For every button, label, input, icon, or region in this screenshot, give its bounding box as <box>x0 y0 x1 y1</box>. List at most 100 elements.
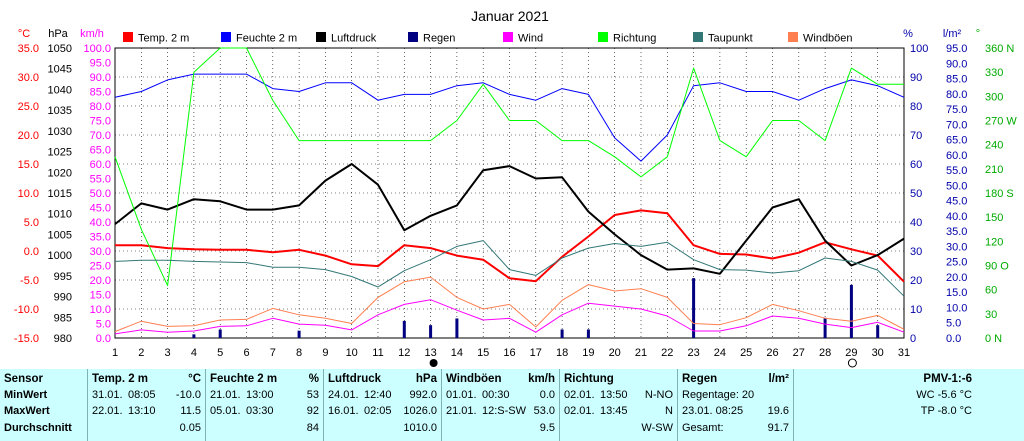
stats-rain-title: Regen <box>682 373 718 385</box>
stats-pressure-max-time: 02:05 <box>364 405 392 417</box>
wind-tick-label: 90.0 <box>90 72 111 84</box>
rain-tick-label: 55.0 <box>946 165 967 177</box>
stats-gust-avg-value: 9.5 <box>539 422 555 434</box>
stats-temp-max-time: 13:10 <box>128 405 156 417</box>
legend-label: Wind <box>518 33 543 45</box>
pressure-tick-label: 1045 <box>48 64 72 76</box>
rain-bar <box>297 330 301 338</box>
stats-gust-max-date: 21.01. <box>446 405 477 417</box>
stats-rain-total-label: Gesamt: <box>682 422 724 434</box>
humidity-tick-label: 70 <box>910 130 922 142</box>
stats-gust-column: Windböen km/h 01.01. 00:30 0.0 21.01. 12:S-S… <box>442 369 560 441</box>
stats-pressure-min-time: 12:40 <box>364 389 392 401</box>
x-tick-label: 17 <box>530 347 542 359</box>
stats-humidity-min-time: 13:00 <box>246 389 274 401</box>
stats-pressure-column: Luftdruck hPa 24.01. 12:40 992.0 16.01. 02:0… <box>324 369 442 441</box>
axis-units: °C hPa km/h% l/m² ° <box>18 28 980 40</box>
pressure-tick-label: 1010 <box>48 209 72 221</box>
humidity-tick-label: 90 <box>910 72 922 84</box>
wind-tick-label: 35.0 <box>90 232 111 244</box>
direction-tick-label: 120 <box>985 236 1003 248</box>
stats-gust-unit: km/h <box>528 373 555 385</box>
temp-tick-label: 10.0 <box>18 188 39 200</box>
series-line-taupunkt <box>114 240 905 297</box>
stats-humidity-min-date: 21.01. <box>210 389 241 401</box>
legend-label: Windböen <box>803 33 853 45</box>
direction-tick-label: 270 W <box>985 116 1017 128</box>
pressure-tick-label: 1025 <box>48 147 72 159</box>
temp-tick-label: 35.0 <box>18 43 39 55</box>
rain-tick-label: 5.0 <box>946 318 961 330</box>
x-tick-label: 1 <box>112 347 118 359</box>
stats-temp-avg-value: 0.05 <box>179 422 201 434</box>
rain-tick-label: 45.0 <box>946 196 967 208</box>
wind-tick-label: 45.0 <box>90 203 111 215</box>
rain-tick-label: 65.0 <box>946 135 967 147</box>
rain-tick-label: 20.0 <box>946 272 967 284</box>
x-tick-label: 28 <box>819 347 831 359</box>
rain-tick-label: 10.0 <box>946 302 967 314</box>
series-line-temp-2-m <box>115 209 905 283</box>
legend-label: Feuchte 2 m <box>236 33 297 45</box>
humidity-tick-label: 20 <box>910 275 922 287</box>
legend-swatch <box>503 32 513 42</box>
chart-title: Januar 2021 <box>471 8 549 24</box>
stats-gust-max-value: 53.0 <box>533 405 555 417</box>
stats-sensor-column: Sensor MinWert MaxWert Durchschnitt <box>0 369 88 441</box>
pressure-tick-label: 1015 <box>48 188 72 200</box>
stats-rain-unit: l/m² <box>768 373 789 385</box>
pressure-tick-label: 1035 <box>48 105 72 117</box>
x-tick-label: 19 <box>582 347 594 359</box>
axis-unit-label: °C <box>18 28 30 40</box>
legend-swatch <box>221 32 231 42</box>
series-line-wind <box>114 299 905 335</box>
stats-pressure-avg-value: 1010.0 <box>403 422 437 434</box>
legend-label: Richtung <box>613 33 656 45</box>
temp-tick-label: -5.0 <box>20 275 39 287</box>
stats-rain-column: Regen l/m² Regentage: 20 23.01. 08:25 19.6… <box>678 369 794 441</box>
rain-tick-label: 50.0 <box>946 180 967 192</box>
temp-tick-label: 0.0 <box>24 246 39 258</box>
wind-tick-label: 70.0 <box>90 130 111 142</box>
rain-bar <box>560 329 564 338</box>
temp-tick-label: -10.0 <box>14 304 39 316</box>
x-tick-label: 2 <box>138 347 144 359</box>
wind-tick-label: 95.0 <box>90 58 111 70</box>
x-tick-label: 6 <box>243 347 249 359</box>
x-tick-label: 20 <box>609 347 621 359</box>
stats-pressure-unit: hPa <box>415 373 437 385</box>
x-tick-label: 10 <box>346 347 358 359</box>
x-tick-label: 16 <box>503 347 515 359</box>
stats-humidity-title: Feuchte 2 m <box>210 373 278 385</box>
rain-bar <box>876 325 880 338</box>
stats-temp-min-time: 08:05 <box>128 389 156 401</box>
stats-direction-max-date: 02.01. <box>564 405 595 417</box>
humidity-tick-label: 50 <box>910 188 922 200</box>
humidity-tick-label: 10 <box>910 304 922 316</box>
stats-temp-column: Temp. 2 m °C 31.01. 08:05 -10.0 22.01. 13:10… <box>88 369 206 441</box>
temp-tick-label: 30.0 <box>18 72 39 84</box>
x-tick-label: 13 <box>424 347 436 359</box>
x-tick-label: 21 <box>635 347 647 359</box>
stats-row-max: MaxWert <box>4 405 50 417</box>
x-tick-label: 11 <box>372 347 383 359</box>
legend-label: Taupunkt <box>708 33 753 45</box>
weather-chart: Januar 2021 Temp. 2 m Feuchte 2 m Luftdruc… <box>14 8 1017 368</box>
series-lines <box>114 47 905 335</box>
stats-direction-max-value: N <box>665 405 673 417</box>
stats-direction-max-time: 13:45 <box>600 405 628 417</box>
rain-bar <box>823 317 827 338</box>
stats-pressure-max-value: 1026.0 <box>403 405 437 417</box>
wind-tick-label: 20.0 <box>90 275 111 287</box>
rain-tick-label: 75.0 <box>946 104 967 116</box>
temp-tick-label: -15.0 <box>14 333 39 345</box>
stats-humidity-unit: % <box>308 373 319 385</box>
wind-tick-label: 50.0 <box>90 188 111 200</box>
direction-tick-label: 60 <box>985 285 997 297</box>
x-tick-label: 30 <box>872 347 884 359</box>
rain-bar <box>586 329 590 338</box>
stats-pmv-windchill: WC -5.6 °C <box>916 389 972 401</box>
legend-swatch <box>598 32 608 42</box>
legend-swatch <box>316 32 326 42</box>
x-tick-label: 22 <box>661 347 673 359</box>
